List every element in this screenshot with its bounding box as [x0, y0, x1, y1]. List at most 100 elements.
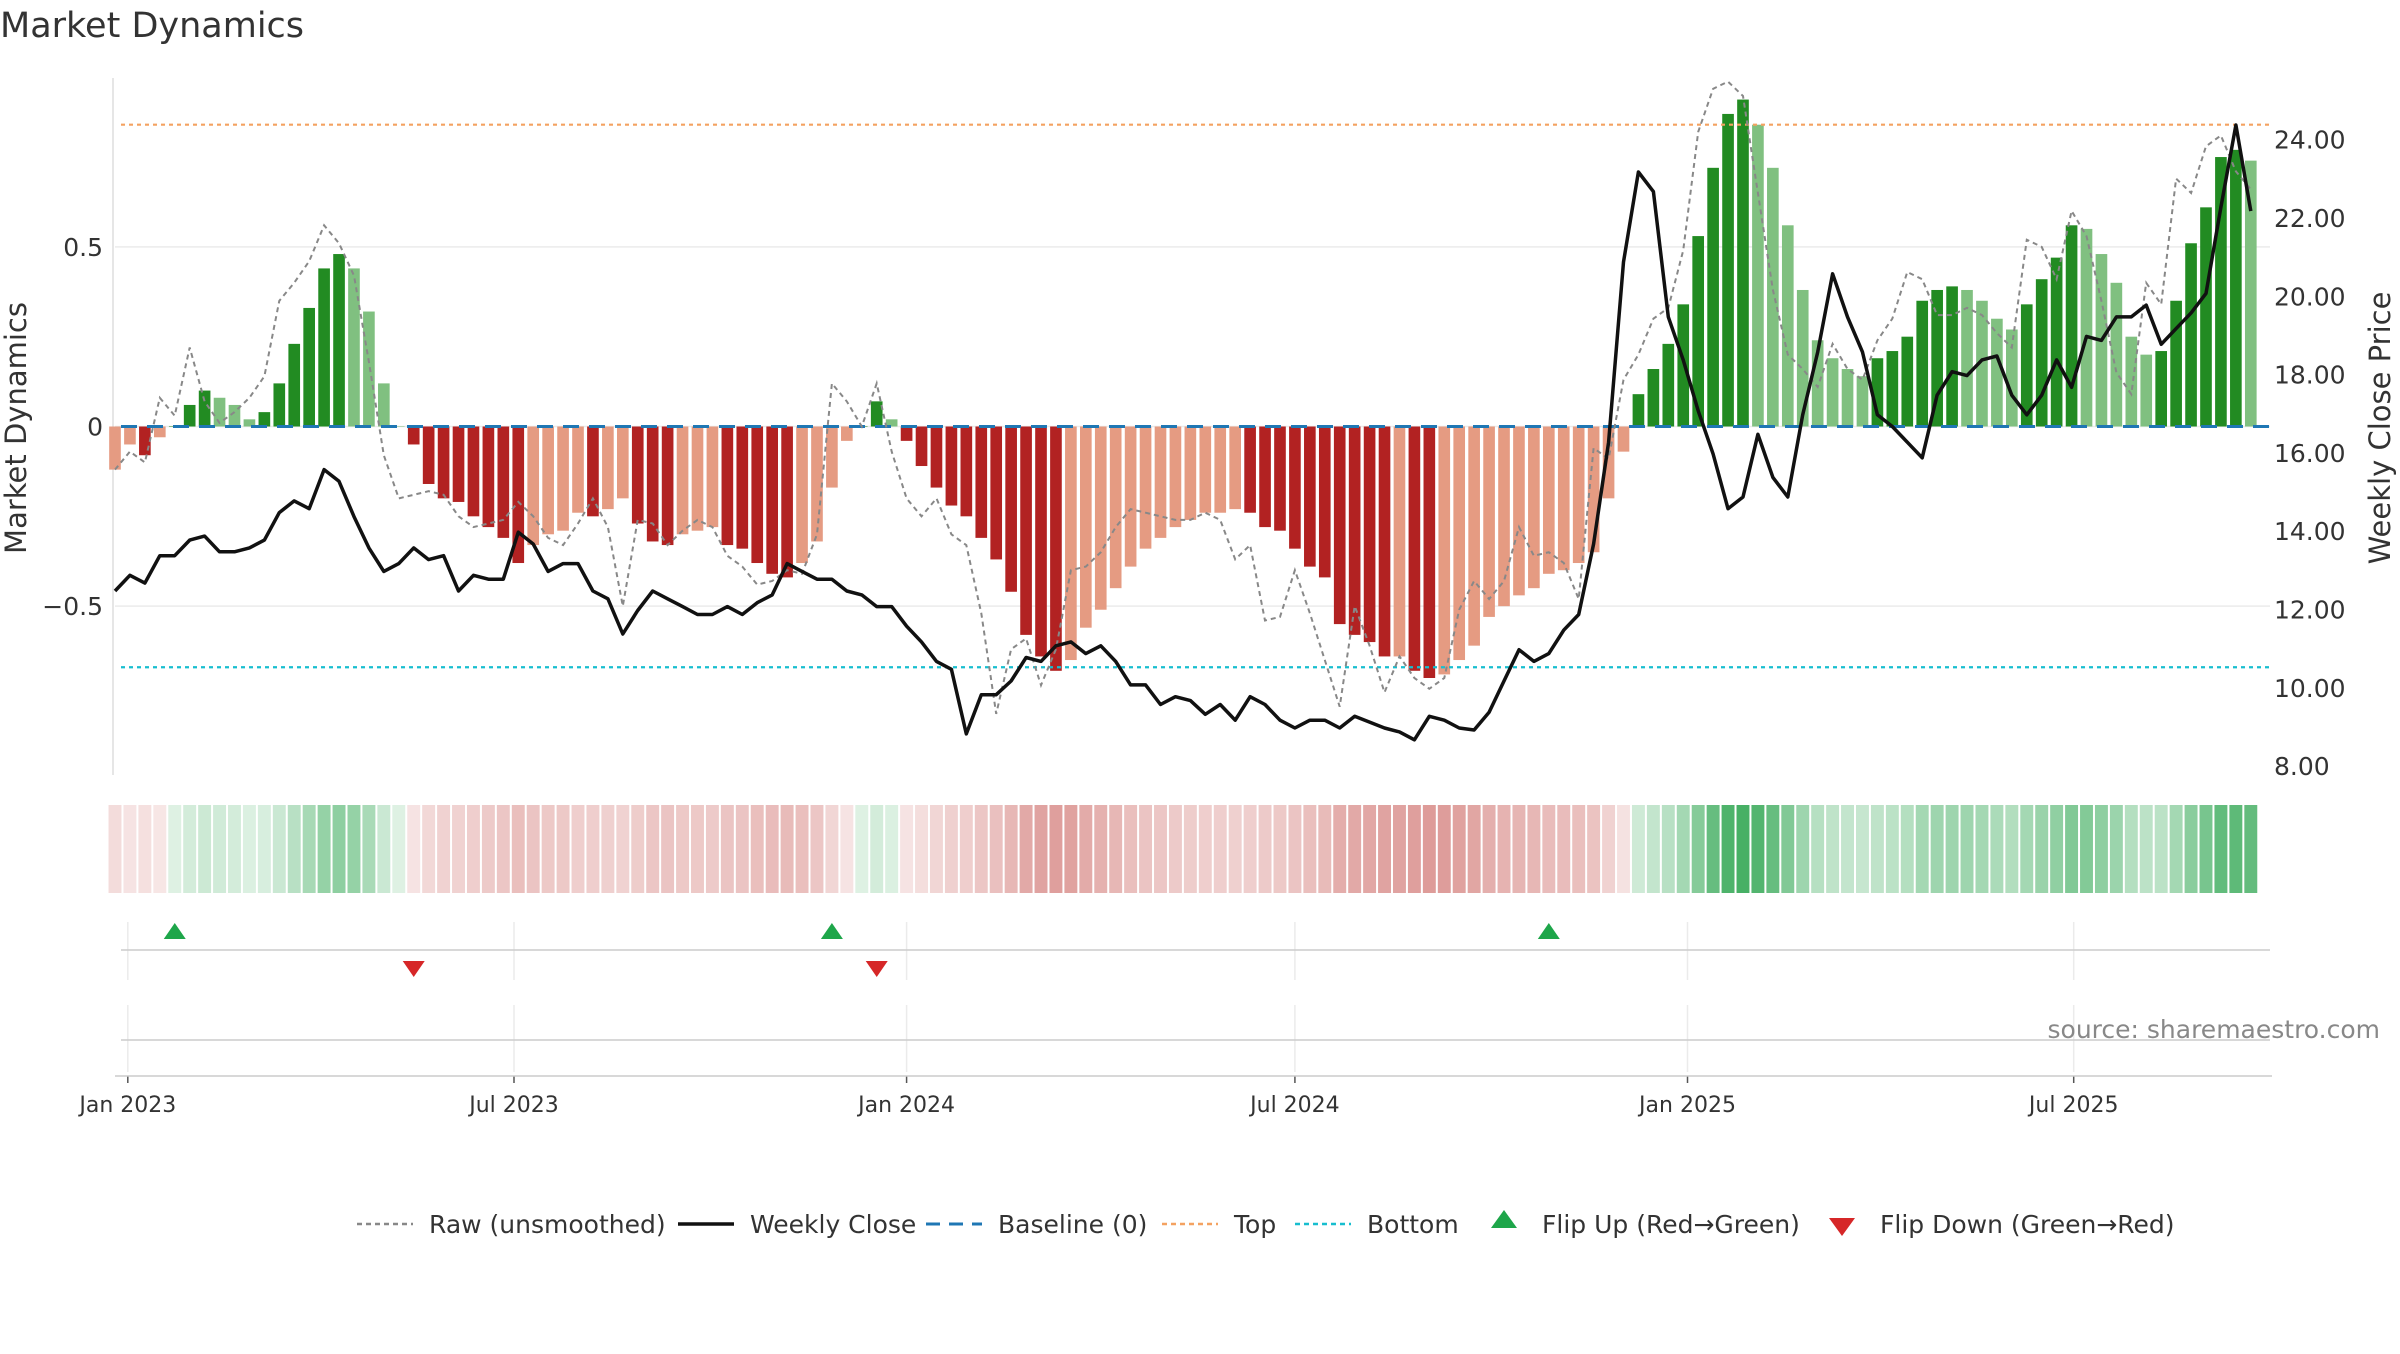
dynamics-bar [1035, 426, 1047, 657]
y2-tick-label: 16.00 [2274, 439, 2346, 468]
heat-strip-cell [466, 805, 480, 893]
dynamics-bar [124, 426, 136, 445]
dynamics-bar [572, 426, 584, 513]
heat-strip-cell [2050, 805, 2064, 893]
heat-strip-cell [1198, 805, 1212, 893]
heat-strip-cell [855, 805, 869, 893]
heat-strip-cell [1706, 805, 1720, 893]
heat-strip-cell [974, 805, 988, 893]
heat-strip-cell [2035, 805, 2049, 893]
heat-strip-cell [228, 805, 241, 893]
dynamics-bar [303, 307, 315, 427]
heat-strip-cell [2169, 805, 2183, 893]
heat-strip-cell [2184, 805, 2198, 893]
heat-strip-cell [840, 805, 854, 893]
dynamics-bar [1468, 426, 1480, 646]
dynamics-bar [1871, 358, 1884, 427]
y2-tick-label: 12.00 [2274, 596, 2346, 625]
dynamics-bar [1662, 343, 1675, 427]
dynamics-bar [348, 268, 360, 427]
dynamics-bar [1184, 426, 1197, 520]
heat-strip-cell [1631, 805, 1645, 893]
heat-strip-cell [452, 805, 465, 893]
dynamics-bar [2244, 160, 2257, 427]
flip-down-marker [865, 961, 888, 977]
heat-strip-cell [1497, 805, 1511, 893]
dynamics-bar [631, 426, 644, 524]
heat-strip-cell [1079, 805, 1093, 893]
dynamics-bar [616, 426, 629, 499]
dynamics-bar [1513, 426, 1525, 596]
dynamics-bar [1931, 289, 1943, 427]
heat-strip-cell [422, 805, 436, 893]
heat-strip-cell [1213, 805, 1227, 893]
dynamics-bar [870, 401, 883, 427]
dynamics-bar [1498, 426, 1510, 607]
dynamics-bar [602, 426, 614, 510]
dynamics-bar [467, 426, 480, 517]
heat-strip-cell [123, 805, 137, 893]
heat-strip-cell [481, 805, 495, 893]
dynamics-bar [1333, 426, 1346, 625]
dynamics-bar [841, 426, 853, 441]
dynamics-bar [2230, 149, 2242, 427]
dynamics-bar [1841, 369, 1854, 427]
dynamics-bar [153, 426, 166, 438]
dynamics-bar [826, 426, 838, 488]
heat-strip-cell [1945, 805, 1959, 893]
heat-strip-cell [571, 805, 585, 893]
dynamics-bar [1542, 426, 1555, 574]
dynamics-bar [1020, 426, 1032, 635]
dynamics-bar [646, 426, 659, 542]
heat-strip-cell [1004, 805, 1018, 893]
dynamics-bar [109, 426, 121, 470]
heat-strip-cell [213, 805, 227, 893]
dynamics-bar [1557, 426, 1570, 571]
dynamics-bar [1901, 336, 1914, 427]
dynamics-bar [2080, 228, 2093, 427]
dynamics-bar [542, 426, 554, 535]
heat-strip-cell [168, 805, 182, 893]
dynamics-bar [781, 426, 793, 578]
dynamics-bar [273, 383, 286, 427]
heat-strip-cell [407, 805, 421, 893]
dynamics-bar [930, 426, 943, 488]
heat-strip-cell [1124, 805, 1138, 893]
legend-label-baseline: Baseline (0) [998, 1210, 1147, 1239]
dynamics-bar [1453, 426, 1466, 661]
heat-strip-cell [108, 805, 122, 893]
heat-strip-cell [198, 805, 212, 893]
weekly-close-line [113, 123, 2253, 742]
dynamics-bar [2125, 336, 2138, 427]
heat-strip-cell [287, 805, 301, 893]
heat-strip-cell [526, 805, 540, 893]
heat-strip-cell [1019, 805, 1033, 893]
heat-strip-cell [511, 805, 525, 893]
heat-strip-cell [900, 805, 914, 893]
heat-strip-cell [1437, 805, 1451, 893]
heat-strip-cell [2124, 805, 2138, 893]
heat-strip-cell [1617, 805, 1630, 893]
dynamics-bar [945, 426, 958, 506]
heat-strip-cell [302, 805, 316, 893]
dynamics-bar [2185, 243, 2197, 427]
y2-axis-label: Weekly Close Price [2363, 292, 2397, 565]
x-tick-label: Jul 2024 [1248, 1093, 1340, 1118]
heat-strip-cell [661, 805, 675, 893]
legend-label-flip_up: Flip Up (Red→Green) [1542, 1210, 1800, 1239]
x-tick-label: Jul 2023 [467, 1093, 559, 1118]
heat-strip-cell [915, 805, 928, 893]
dynamics-bar [960, 426, 973, 517]
heat-strip-cell [1467, 805, 1481, 893]
heat-strip-cell [1542, 805, 1556, 893]
heat-strip-cell [750, 805, 764, 893]
raw-unsmoothed-line [114, 80, 2252, 715]
heat-strip-cell [2199, 805, 2213, 893]
dynamics-bar [691, 426, 704, 531]
dynamics-bar [2006, 329, 2018, 427]
dynamics-bar [1378, 426, 1391, 657]
heat-strip-cell [1661, 805, 1675, 893]
heat-strip-cell [1348, 805, 1362, 893]
heat-strip-cell [1363, 805, 1377, 893]
heat-strip-cell [556, 805, 570, 893]
